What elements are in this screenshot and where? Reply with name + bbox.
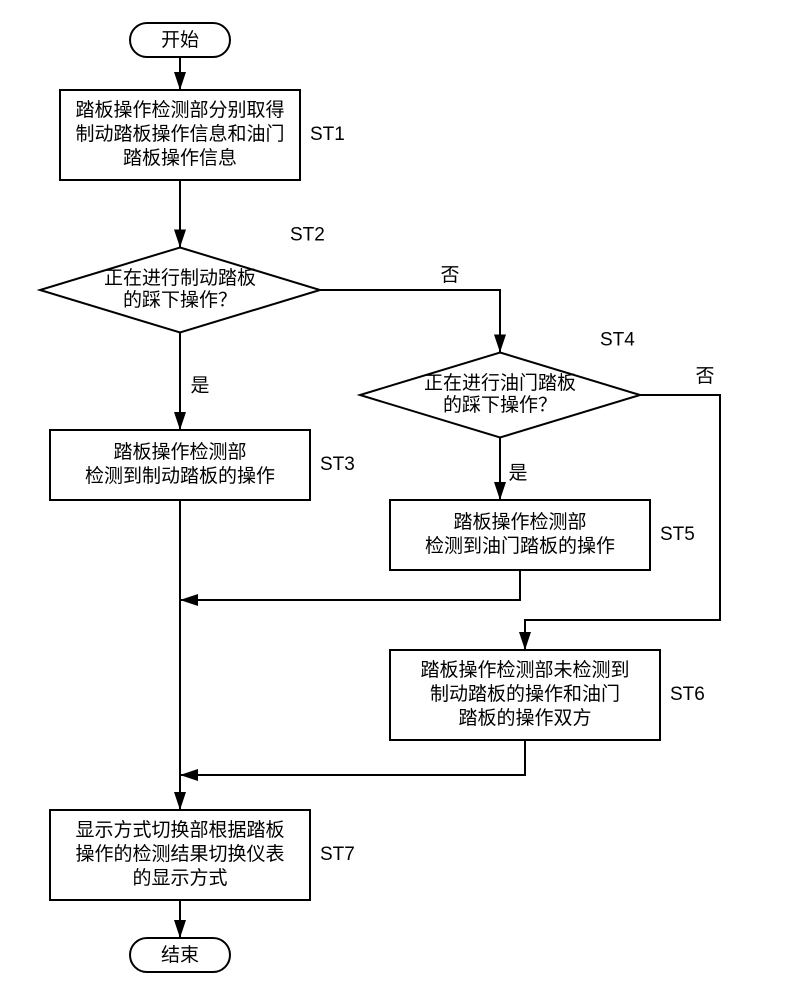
st5-process	[390, 500, 650, 570]
svg-text:ST1: ST1	[310, 124, 345, 145]
svg-text:操作的检测结果切换仪表: 操作的检测结果切换仪表	[75, 843, 284, 865]
svg-text:ST6: ST6	[670, 684, 705, 705]
svg-text:显示方式切换部根据踏板: 显示方式切换部根据踏板	[75, 819, 284, 841]
svg-text:检测到油门踏板的操作: 检测到油门踏板的操作	[425, 535, 615, 557]
svg-text:踏板操作检测部: 踏板操作检测部	[113, 441, 246, 463]
svg-text:的踩下操作？: 的踩下操作？	[123, 289, 237, 311]
svg-text:ST4: ST4	[600, 330, 635, 351]
svg-text:否: 否	[695, 366, 714, 387]
svg-text:ST2: ST2	[290, 225, 325, 246]
svg-text:检测到制动踏板的操作: 检测到制动踏板的操作	[85, 465, 275, 487]
svg-text:开始: 开始	[161, 29, 199, 51]
flowchart-diagram: 开始踏板操作检测部分别取得制动踏板操作信息和油门踏板操作信息 ST1 正在进行制动踏…	[0, 0, 793, 1000]
svg-text:结束: 结束	[161, 944, 199, 966]
svg-text:踏板操作检测部分别取得: 踏板操作检测部分别取得	[75, 99, 284, 121]
st3-process	[50, 430, 310, 500]
svg-text:的踩下操作？: 的踩下操作？	[443, 394, 557, 416]
svg-text:是: 是	[508, 463, 527, 484]
svg-text:制动踏板的操作和油门: 制动踏板的操作和油门	[430, 683, 620, 705]
edge	[320, 290, 500, 353]
svg-text:踏板操作检测部: 踏板操作检测部	[453, 511, 586, 533]
svg-text:踏板的操作双方: 踏板的操作双方	[458, 707, 591, 729]
svg-text:的显示方式: 的显示方式	[132, 867, 227, 889]
svg-text:否: 否	[440, 265, 459, 286]
svg-text:是: 是	[190, 375, 209, 396]
svg-text:ST7: ST7	[320, 844, 355, 865]
svg-text:ST5: ST5	[660, 524, 695, 545]
svg-text:踏板操作检测部未检测到: 踏板操作检测部未检测到	[420, 659, 629, 681]
svg-text:制动踏板操作信息和油门: 制动踏板操作信息和油门	[75, 123, 284, 145]
edge	[180, 740, 525, 775]
svg-text:正在进行制动踏板: 正在进行制动踏板	[104, 267, 256, 289]
svg-text:踏板操作信息: 踏板操作信息	[123, 147, 237, 169]
edge	[180, 570, 520, 600]
svg-text:正在进行油门踏板: 正在进行油门踏板	[424, 372, 576, 394]
svg-text:ST3: ST3	[320, 454, 355, 475]
